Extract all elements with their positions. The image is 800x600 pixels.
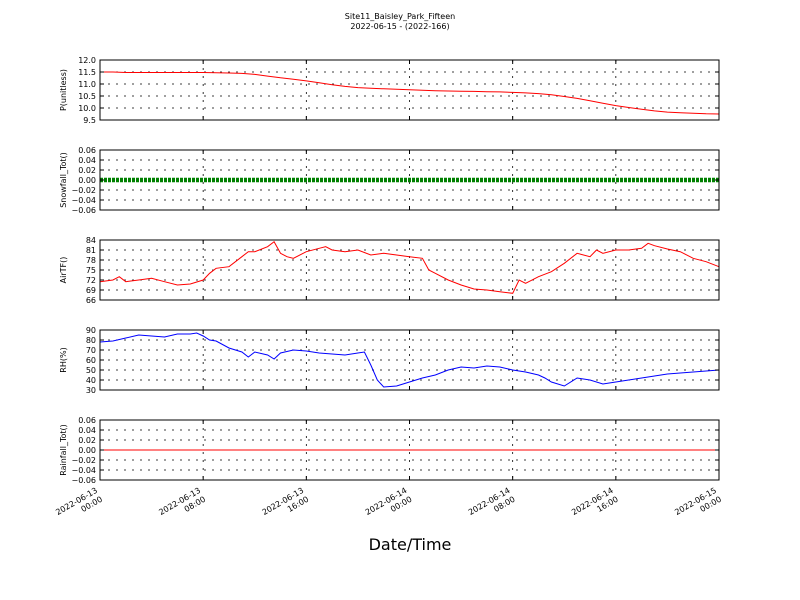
y-tick-label: 9.5 bbox=[83, 116, 96, 125]
x-tick-labels: 2022-06-1300:00 2022-06-1308:00 2022-06-13… bbox=[54, 486, 723, 526]
y-tick-label: −0.02 bbox=[71, 186, 96, 195]
y-tick-label: 72 bbox=[86, 276, 96, 285]
y-tick-label: 30 bbox=[86, 386, 96, 395]
y-tick-label: 0.02 bbox=[78, 436, 96, 445]
y-tick-label: −0.06 bbox=[71, 476, 96, 485]
y-axis-label: P(unitless) bbox=[59, 69, 68, 111]
y-tick-label: −0.06 bbox=[71, 206, 96, 215]
y-tick-label: 0.00 bbox=[78, 176, 96, 185]
x-tick-label: 2022-06-1500:00 bbox=[673, 486, 723, 526]
y-tick-label: 11.5 bbox=[78, 68, 96, 77]
series-line-1 bbox=[99, 332, 720, 388]
series-line-1 bbox=[100, 71, 720, 115]
y-axis-label: AirTF() bbox=[59, 257, 68, 284]
y-tick-label: 60 bbox=[86, 356, 96, 365]
y-tick-label: 69 bbox=[86, 286, 96, 295]
chart-title: Site11_Baisley_Park_Fifteen bbox=[345, 12, 455, 21]
y-tick-label: 0.02 bbox=[78, 166, 96, 175]
y-tick-label: 0.06 bbox=[78, 146, 96, 155]
y-tick-label: 80 bbox=[86, 336, 96, 345]
x-tick-label: 2022-06-1316:00 bbox=[261, 486, 311, 526]
subplots: 12.011.511.010.510.09.5P(unitless)0.060.… bbox=[59, 56, 720, 485]
chart-subtitle: 2022-06-15 - (2022-166) bbox=[350, 22, 449, 31]
y-tick-label: 70 bbox=[86, 346, 96, 355]
x-tick-label: 2022-06-1300:00 bbox=[54, 486, 104, 526]
series-line-1 bbox=[99, 240, 720, 294]
y-tick-label: 81 bbox=[86, 246, 96, 255]
y-tick-label: 40 bbox=[86, 376, 96, 385]
y-tick-label: 66 bbox=[86, 296, 96, 305]
x-axis-label: Date/Time bbox=[369, 535, 452, 554]
subplot-1: 12.0 11.5 11.0 10.5 10.0 9.5 P(unitless) bbox=[59, 56, 720, 125]
x-tick-label: 2022-06-1416:00 bbox=[570, 486, 620, 526]
y-tick-label: 0.04 bbox=[78, 426, 96, 435]
y-tick-label: −0.04 bbox=[71, 466, 96, 475]
x-tick-label: 2022-06-1308:00 bbox=[157, 486, 207, 526]
y-axis-label: Snowfall_Tot() bbox=[59, 152, 68, 208]
y-tick-label: −0.04 bbox=[71, 196, 96, 205]
x-tick-label: 2022-06-1408:00 bbox=[467, 486, 517, 526]
y-tick-label: 11.0 bbox=[78, 80, 96, 89]
y-axis-label: Rainfall_Tot() bbox=[59, 424, 68, 476]
subplot-5: 0.060.040.020.00−0.02−0.04−0.06Rainfall_… bbox=[59, 416, 720, 485]
y-tick-label: 0.06 bbox=[78, 416, 96, 425]
y-tick-label: 78 bbox=[86, 256, 96, 265]
subplot-2: 0.060.040.020.00−0.02−0.04−0.06Snowfall_… bbox=[59, 146, 720, 215]
y-tick-label: 0.00 bbox=[78, 446, 96, 455]
x-tick-label: 2022-06-1400:00 bbox=[364, 486, 414, 526]
y-tick-label: −0.02 bbox=[71, 456, 96, 465]
y-axis-label: RH(%) bbox=[59, 347, 68, 372]
y-tick-label: 90 bbox=[86, 326, 96, 335]
y-tick-label: 10.5 bbox=[78, 92, 96, 101]
y-tick-label: 75 bbox=[86, 266, 96, 275]
y-tick-label: 84 bbox=[86, 236, 96, 245]
y-tick-label: 0.04 bbox=[78, 156, 96, 165]
y-tick-label: 50 bbox=[86, 366, 96, 375]
y-tick-label: 12.0 bbox=[78, 56, 96, 65]
y-tick-label: 10.0 bbox=[78, 104, 96, 113]
